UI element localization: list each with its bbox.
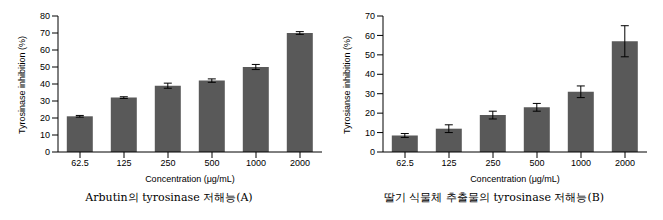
svg-text:10: 10 <box>365 128 375 138</box>
svg-text:30: 30 <box>40 96 50 106</box>
svg-text:Tyrosinase inhibition (%): Tyrosinase inhibition (%) <box>17 36 27 134</box>
svg-text:500: 500 <box>529 158 544 168</box>
svg-text:20: 20 <box>40 113 50 123</box>
html-text:딸기 식물체 추출물의 tyrosinase 저해능(B): 딸기 식물체 추출물의 tyrosinase 저해능(B) <box>383 191 605 204</box>
svg-text:20: 20 <box>365 108 375 118</box>
svg-text:Concentration (μg/mL): Concentration (μg/mL) <box>470 174 560 184</box>
svg-text:250: 250 <box>160 158 175 168</box>
svg-text:70: 70 <box>40 28 50 38</box>
svg-text:62.5: 62.5 <box>71 158 89 168</box>
svg-text:10: 10 <box>40 130 50 140</box>
svg-text:40: 40 <box>365 69 375 79</box>
svg-text:1000: 1000 <box>246 158 266 168</box>
svg-text:2000: 2000 <box>615 158 635 168</box>
svg-text:1000: 1000 <box>571 158 591 168</box>
html-text:Arbutin의 tyrosinase 저해능(A): Arbutin의 tyrosinase 저해능(A) <box>85 191 253 204</box>
svg-text:80: 80 <box>40 11 50 21</box>
svg-text:70: 70 <box>365 11 375 21</box>
svg-text:Concentration (μg/mL): Concentration (μg/mL) <box>145 174 235 184</box>
svg-text:50: 50 <box>40 62 50 72</box>
svg-text:60: 60 <box>40 45 50 55</box>
svg-text:0: 0 <box>370 147 375 157</box>
svg-text:250: 250 <box>485 158 500 168</box>
svg-text:62.5: 62.5 <box>396 158 414 168</box>
svg-text:125: 125 <box>441 158 456 168</box>
svg-text:125: 125 <box>116 158 131 168</box>
svg-text:Tyrosianse inhibition (%): Tyrosianse inhibition (%) <box>342 36 352 134</box>
svg-text:40: 40 <box>40 79 50 89</box>
svg-text:500: 500 <box>204 158 219 168</box>
svg-text:0: 0 <box>45 147 50 157</box>
svg-text:2000: 2000 <box>290 158 310 168</box>
svg-text:30: 30 <box>365 89 375 99</box>
svg-text:50: 50 <box>365 50 375 60</box>
svg-text:60: 60 <box>365 31 375 41</box>
